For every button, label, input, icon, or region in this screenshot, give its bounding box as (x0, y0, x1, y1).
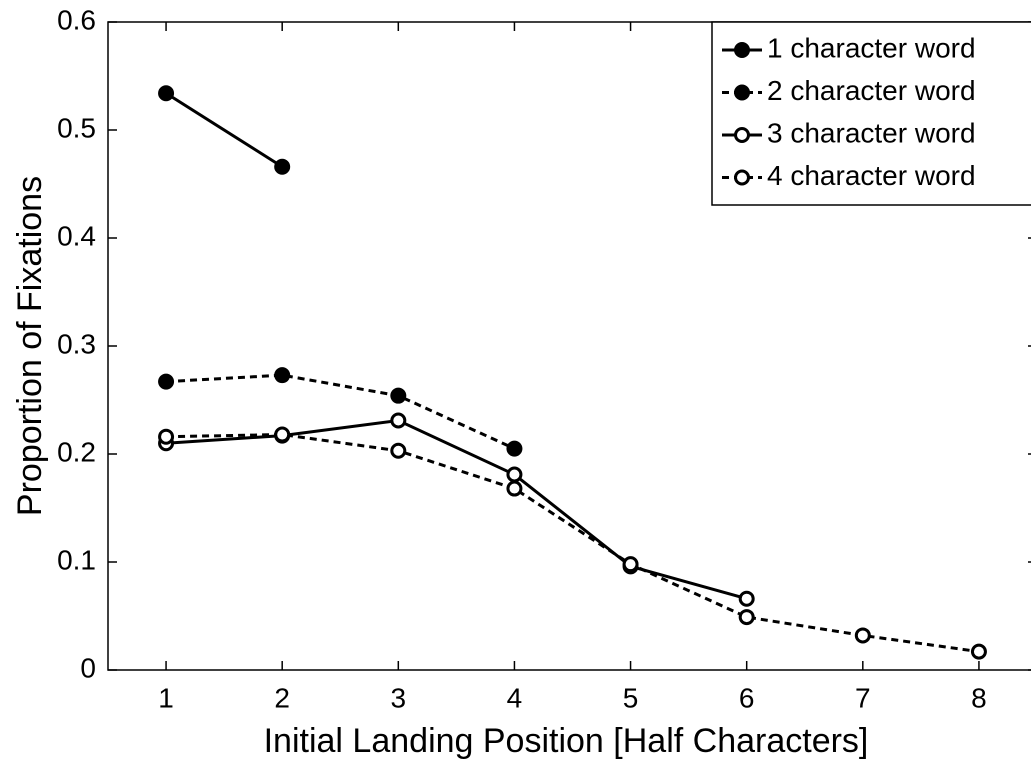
y-tick-label: 0.5 (57, 112, 96, 143)
marker (506, 480, 523, 497)
series-line (165, 418, 748, 601)
marker (738, 590, 755, 607)
marker (274, 367, 291, 384)
legend-marker (734, 84, 750, 101)
legend-marker (734, 169, 750, 186)
marker (158, 85, 175, 102)
y-tick-label: 0.1 (57, 544, 96, 575)
x-tick-label: 7 (855, 682, 871, 713)
y-tick-label: 0 (80, 652, 96, 683)
legend-label: 2 character word (767, 75, 976, 106)
legend-box (711, 21, 1031, 206)
marker (970, 643, 987, 660)
legend-marker (734, 127, 750, 143)
series-line (166, 433, 980, 654)
legend-label: 3 character word (767, 117, 976, 148)
x-tick-label: 5 (623, 682, 639, 713)
marker (390, 412, 407, 429)
x-tick-label: 2 (274, 682, 290, 713)
marker (274, 158, 291, 175)
x-tick-label: 8 (971, 682, 987, 713)
y-tick-label: 0.2 (57, 436, 96, 467)
marker (274, 426, 291, 443)
marker (854, 627, 871, 644)
x-axis-label: Initial Landing Position [Half Character… (264, 722, 869, 760)
legend-label: 4 character word (767, 160, 976, 191)
x-tick-label: 1 (158, 682, 174, 713)
y-tick-label: 0.3 (57, 328, 96, 359)
series-line (165, 92, 283, 168)
legend: 1 character word 2 character word 3 charac… (711, 21, 1031, 206)
marker (158, 373, 175, 390)
y-axis-label: Proportion of Fixations (11, 176, 49, 516)
legend-label: 1 character word (767, 32, 976, 63)
marker (506, 466, 523, 483)
legend-marker (734, 42, 750, 58)
marker (738, 609, 755, 626)
marker (622, 556, 639, 573)
y-tick-label: 0.4 (57, 220, 96, 251)
marker (390, 442, 407, 459)
x-tick-label: 3 (391, 682, 407, 713)
y-tick-label: 0.6 (57, 4, 96, 35)
series-line (165, 373, 516, 450)
marker (506, 440, 523, 457)
marker (390, 387, 407, 404)
x-tick-label: 6 (739, 682, 755, 713)
marker (158, 428, 175, 445)
x-tick-label: 4 (507, 682, 523, 713)
